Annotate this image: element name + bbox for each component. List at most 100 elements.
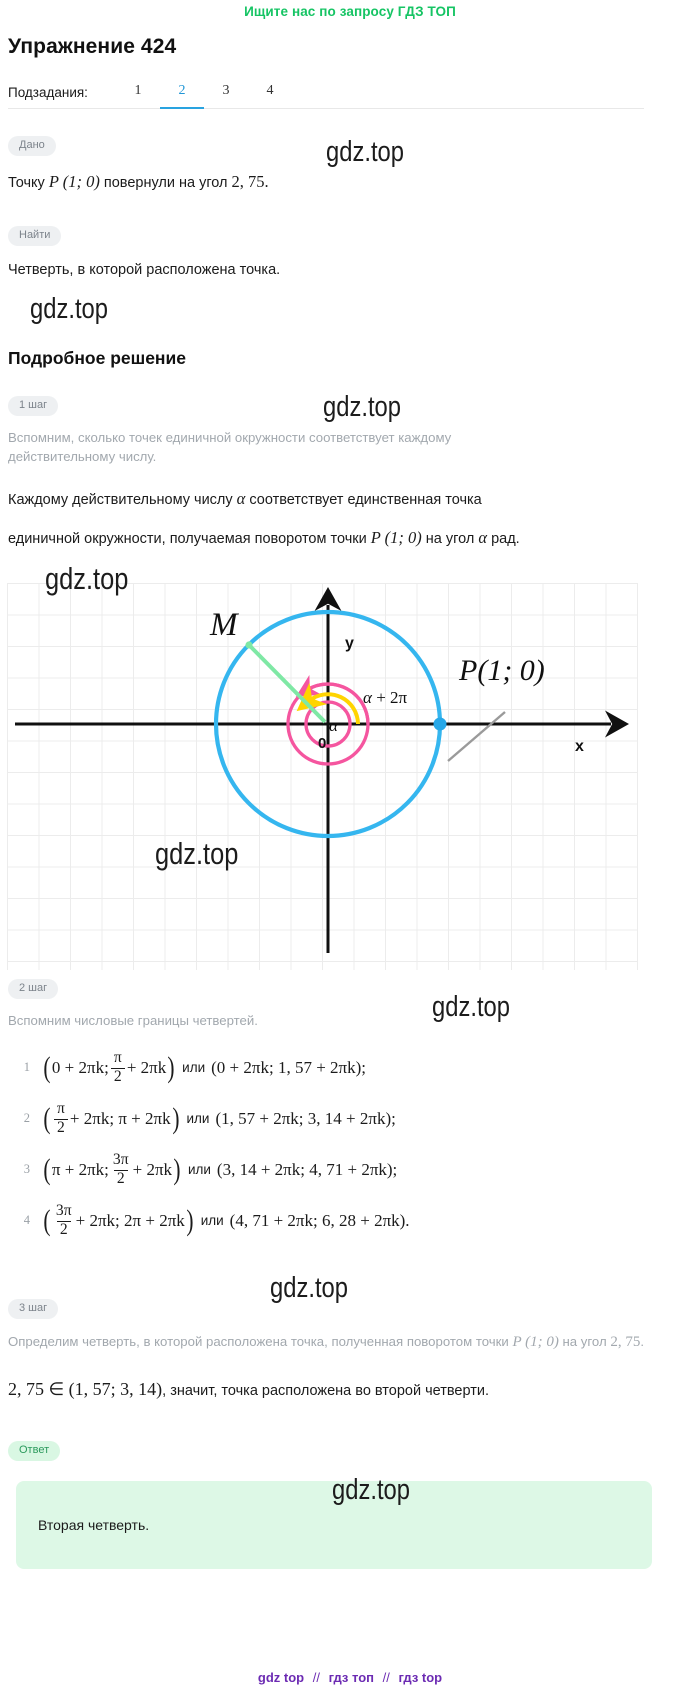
find-statement: Четверть, в которой расположена точка. bbox=[8, 261, 281, 278]
step1-line-b: единичной окружности, получаемая поворот… bbox=[8, 526, 656, 551]
subtask-tab-4[interactable]: 4 bbox=[266, 83, 274, 98]
footer-links: gdz top // гдз топ // гдз top bbox=[0, 1670, 700, 1685]
q4-ili: или bbox=[200, 1213, 224, 1229]
answer-box: Вторая четверть. bbox=[16, 1481, 652, 1569]
quarter-bound-formula-1: ( 0 + 2πk; π 2 + 2πk ) или (0 + 2πk; 1, … bbox=[43, 1049, 366, 1085]
q3-frac-den: 2 bbox=[113, 1169, 128, 1187]
q2-ili: или bbox=[186, 1111, 210, 1127]
solution-heading: Подробное решение bbox=[8, 347, 186, 368]
step2-note: Вспомним числовые границы четвертей. bbox=[8, 1013, 258, 1028]
q1-left-open: 0 + 2πk; bbox=[51, 1057, 109, 1077]
q3-frac-num: 3π bbox=[112, 1151, 129, 1169]
step1-alpha-b: α bbox=[478, 527, 488, 547]
q3-frac: 3π 2 bbox=[111, 1151, 131, 1187]
q1-left-tail: + 2πk bbox=[126, 1057, 167, 1077]
q4-frac-den: 2 bbox=[56, 1220, 71, 1238]
footer-item-1[interactable]: gdz top bbox=[257, 1670, 305, 1685]
footer-item-2[interactable]: гдз топ bbox=[328, 1670, 374, 1685]
answer-text: Вторая четверть. bbox=[38, 1517, 150, 1533]
step1-note: Вспомним, сколько точек единичной окружн… bbox=[8, 429, 452, 465]
origin-label: 0 bbox=[318, 735, 326, 752]
step1-line-a-text2: соответствует единственная точка bbox=[249, 492, 482, 509]
subtask-tab-2[interactable]: 2 bbox=[159, 83, 204, 109]
quarter-bounds-list: 1 ( 0 + 2πk; π 2 + 2πk ) или (0 + 2πk; 1… bbox=[8, 1047, 656, 1242]
step3-note-text1: Определим четверть, в которой расположен… bbox=[8, 1334, 509, 1349]
step1-line-b-text3: рад. bbox=[491, 530, 520, 547]
q3-right: (3, 14 + 2πk; 4, 71 + 2πk); bbox=[216, 1159, 398, 1179]
footer-sep-2: // bbox=[382, 1670, 390, 1685]
point-p-label: P(1; 0) bbox=[458, 654, 545, 687]
step3-note-text2: на угол bbox=[562, 1334, 607, 1349]
answer-chip: Ответ bbox=[8, 1441, 61, 1461]
subtask-tab-1[interactable]: 1 bbox=[134, 83, 142, 98]
point-p-dot bbox=[433, 717, 447, 731]
step3-point: P (1; 0) bbox=[512, 1334, 559, 1350]
subtask-tabbar: Подзадания: 1 2 3 4 bbox=[8, 79, 644, 109]
quarter-bound-item-2: 2 ( π 2 + 2πk; π + 2πk ) или (1, 57 + 2π… bbox=[8, 1098, 656, 1140]
q3-left-open: π + 2πk; bbox=[51, 1159, 109, 1179]
q4-right: (4, 71 + 2πk; 6, 28 + 2πk). bbox=[229, 1210, 410, 1230]
step3-conclusion: 2, 75 ∈ (1, 57; 3, 14), значит, точка ра… bbox=[8, 1376, 656, 1403]
given-statement: Точку P (1; 0) повернули на угол 2, 75. bbox=[8, 170, 656, 195]
q2-right: (1, 57 + 2πk; 3, 14 + 2πk); bbox=[215, 1108, 396, 1128]
given-chip: Дано bbox=[8, 136, 56, 156]
q4-left-lead: + 2πk; 2π + 2πk bbox=[75, 1210, 185, 1230]
p-leader-line bbox=[447, 711, 506, 762]
step3-conclusion-math: 2, 75 ∈ (1, 57; 3, 14) bbox=[8, 1378, 163, 1399]
step1-point: P (1; 0) bbox=[370, 527, 422, 547]
unit-circle-svg: x y 0 M P(1; 0) α α + 2π bbox=[15, 587, 629, 953]
subtask-tab-3[interactable]: 3 bbox=[222, 83, 230, 98]
step1-line-a-text1: Каждому действительному числу bbox=[8, 492, 233, 509]
step1-line-b-text1: единичной окружности, получаемая поворот… bbox=[8, 530, 367, 547]
quarter-bound-formula-3: ( π + 2πk; 3π 2 + 2πk ) или (3, 14 + 2πk… bbox=[43, 1151, 398, 1187]
q1-frac-den: 2 bbox=[110, 1067, 125, 1085]
step3-angle: 2, 75 bbox=[610, 1334, 641, 1350]
q3-ili: или bbox=[187, 1162, 211, 1178]
alpha-arc bbox=[296, 682, 360, 725]
footer-sep-1: // bbox=[312, 1670, 320, 1685]
q1-right: (0 + 2πk; 1, 57 + 2πk); bbox=[211, 1057, 366, 1077]
given-text-after: повернули на угол bbox=[103, 175, 228, 191]
quarter-bound-item-4: 4 ( 3π 2 + 2πk; 2π + 2πk ) или (4, 71 + … bbox=[8, 1200, 656, 1242]
point-m-dot bbox=[245, 641, 253, 649]
q2-frac: π 2 bbox=[53, 1100, 68, 1136]
subtasks-label: Подзадания: bbox=[8, 85, 88, 100]
unit-circle-diagram: x y 0 M P(1; 0) α α + 2π bbox=[7, 583, 638, 970]
find-chip: Найти bbox=[8, 225, 62, 246]
step3-chip: 3 шаг bbox=[8, 1299, 59, 1319]
given-text-before: Точку bbox=[8, 175, 45, 191]
watermark-2: gdz.top bbox=[30, 293, 109, 325]
given-angle: 2, 75 bbox=[231, 172, 265, 191]
quarter-bound-formula-4: ( 3π 2 + 2πk; 2π + 2πk ) или (4, 71 + 2π… bbox=[43, 1202, 410, 1238]
q3-left-tail: + 2πk bbox=[132, 1159, 173, 1179]
q2-left-lead: + 2πk; π + 2πk bbox=[69, 1108, 171, 1128]
quarter-bound-num-1: 1 bbox=[23, 1060, 30, 1075]
radius-om-line bbox=[247, 643, 327, 724]
given-point: P (1; 0) bbox=[48, 172, 100, 191]
quarter-bound-num-4: 4 bbox=[23, 1213, 30, 1228]
q4-frac: 3π 2 bbox=[54, 1202, 74, 1238]
alpha-outer-label: α + 2π bbox=[363, 688, 408, 707]
footer-item-3[interactable]: гдз top bbox=[398, 1670, 443, 1685]
q1-frac: π 2 bbox=[110, 1049, 125, 1085]
quarter-bound-item-1: 1 ( 0 + 2πk; π 2 + 2πk ) или (0 + 2πk; 1… bbox=[8, 1047, 656, 1089]
step1-chip: 1 шаг bbox=[8, 395, 59, 416]
step3-conclusion-text: , значит, точка расположена во второй че… bbox=[162, 1382, 489, 1399]
quarter-bound-num-3: 3 bbox=[23, 1162, 30, 1177]
step3-note-text3: . bbox=[640, 1334, 644, 1349]
step2-chip: 2 шаг bbox=[8, 979, 59, 999]
step1-alpha-a: α bbox=[236, 489, 246, 509]
step1-line-a: Каждому действительному числу α соответс… bbox=[8, 487, 656, 512]
quarter-bound-num-2: 2 bbox=[23, 1111, 30, 1126]
spiral-inner-loop bbox=[304, 700, 352, 748]
q1-ili: или bbox=[182, 1060, 206, 1076]
q4-frac-num: 3π bbox=[55, 1202, 72, 1220]
alpha-inner-label: α bbox=[329, 716, 339, 735]
point-m-label: M bbox=[209, 607, 239, 643]
page-title: Упражнение 424 bbox=[8, 35, 177, 58]
q2-frac-num: π bbox=[56, 1100, 65, 1118]
axis-y-label: y bbox=[345, 635, 354, 652]
axis-x-label: x bbox=[575, 738, 584, 755]
step3-note: Определим четверть, в которой расположен… bbox=[8, 1331, 648, 1354]
q2-frac-den: 2 bbox=[53, 1118, 68, 1136]
